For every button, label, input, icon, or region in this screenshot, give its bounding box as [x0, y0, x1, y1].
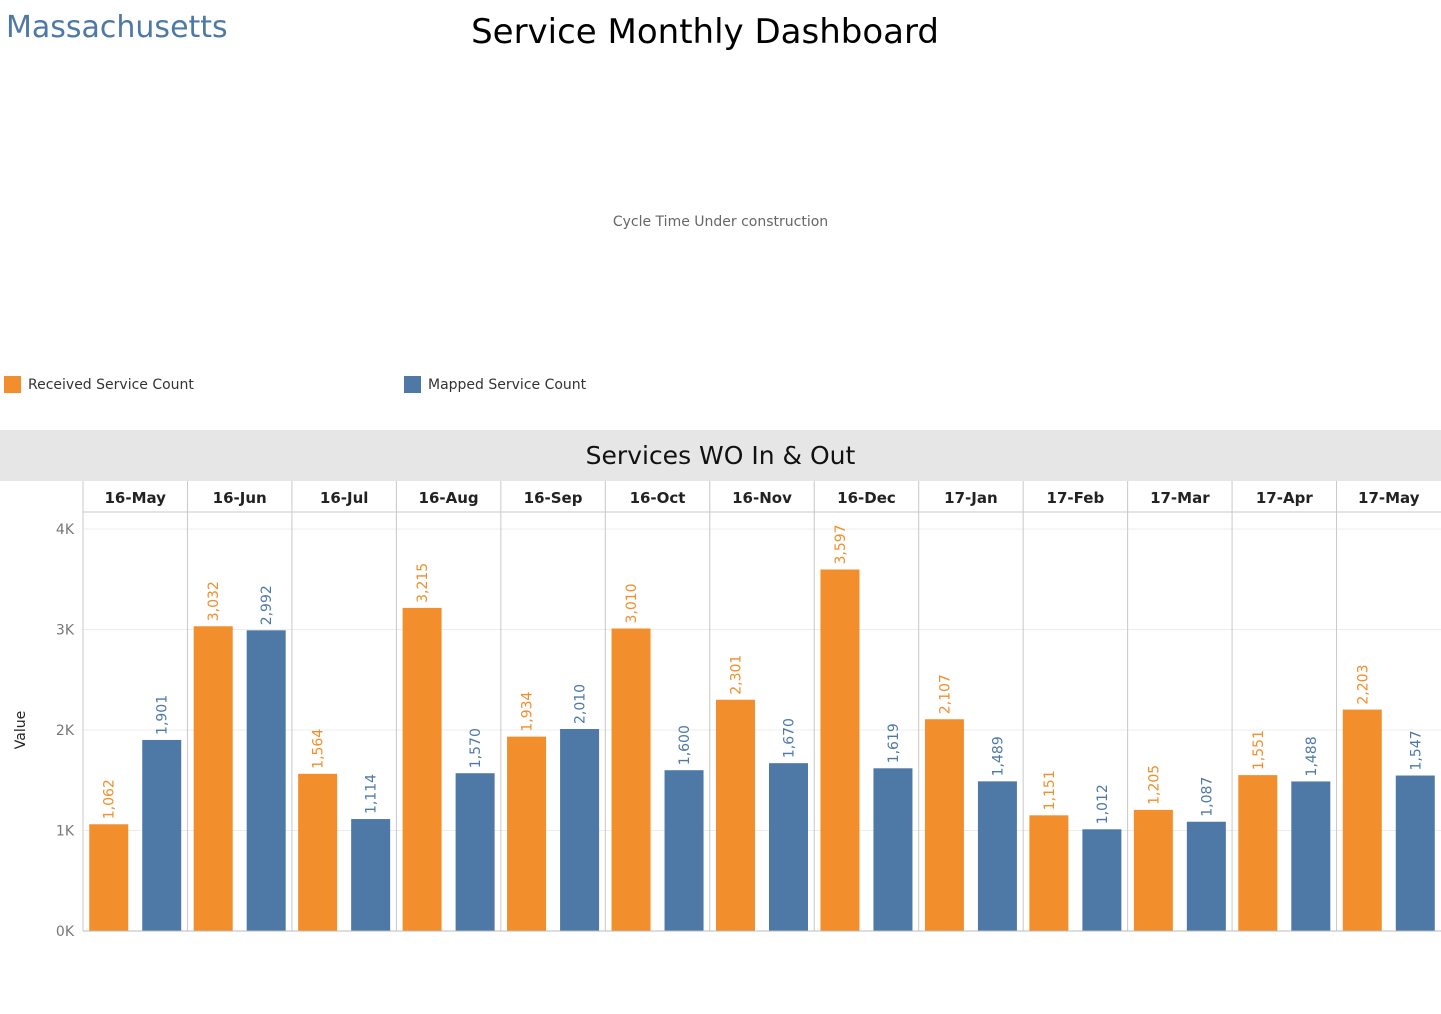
y-tick-label: 3K [56, 623, 75, 639]
data-label-received: 2,203 [1355, 665, 1371, 705]
legend-label-received: Received Service Count [28, 376, 194, 393]
bar-received [89, 824, 129, 931]
region-title: Massachusetts [6, 10, 228, 45]
data-label-mapped: 1,600 [677, 725, 693, 765]
data-label-mapped: 1,547 [1408, 730, 1424, 770]
data-label-received: 3,597 [833, 524, 849, 564]
bar-received [1029, 815, 1069, 931]
bar-mapped [142, 739, 182, 931]
data-label-mapped: 1,670 [782, 718, 798, 758]
legend-swatch-mapped [404, 376, 421, 393]
data-label-received: 1,151 [1042, 770, 1058, 810]
chart-title: Services WO In & Out [585, 441, 856, 470]
bar-mapped [246, 630, 286, 931]
bar-mapped [873, 768, 913, 931]
y-tick-label: 2K [56, 723, 75, 739]
data-label-received: 2,301 [729, 655, 745, 695]
bar-received [611, 628, 651, 931]
legend-swatch-received [4, 376, 21, 393]
data-label-mapped: 1,087 [1199, 777, 1215, 817]
bar-received [507, 736, 547, 931]
data-label-received: 1,062 [102, 779, 118, 819]
bar-received [402, 607, 442, 931]
data-label-mapped: 1,619 [886, 723, 902, 763]
y-tick-label: 4K [56, 522, 75, 538]
bar-chart: 0K 1K 2K 3K 4K Value 16-May 1,062 1,901 16-Jun 3,0… [13, 481, 1441, 940]
category-label: 16-Sep [524, 489, 583, 507]
bar-mapped [769, 763, 808, 931]
category-label: 16-Jul [320, 489, 369, 507]
bar-received [193, 626, 233, 931]
bar-received [924, 719, 964, 931]
data-label-received: 3,010 [624, 583, 640, 623]
data-label-mapped: 2,010 [573, 684, 589, 724]
y-tick-label: 1K [56, 824, 75, 840]
bar-mapped [1186, 821, 1226, 931]
cycle-time-placeholder: Cycle Time Under construction [612, 214, 829, 230]
data-label-mapped: 1,012 [1095, 784, 1111, 824]
y-axis-title: Value [13, 711, 29, 749]
legend-item-mapped[interactable]: Mapped Service Count [404, 376, 586, 393]
data-label-mapped: 1,901 [155, 695, 171, 735]
data-label-received: 3,215 [415, 563, 431, 603]
bar-received [1342, 709, 1382, 931]
category-label: 17-Jan [944, 489, 997, 507]
data-label-mapped: 1,489 [990, 736, 1006, 776]
bar-mapped [455, 773, 495, 931]
data-label-mapped: 1,570 [468, 728, 484, 768]
bar-mapped [351, 819, 391, 931]
bar-mapped [1082, 829, 1122, 931]
bar-received [298, 773, 338, 931]
category-label: 16-Jun [213, 489, 267, 507]
bar-mapped [977, 781, 1017, 931]
bar-received [820, 569, 860, 931]
y-tick-label: 0K [56, 924, 75, 940]
category-label: 16-May [104, 489, 166, 507]
data-label-mapped: 1,488 [1304, 736, 1320, 776]
legend-item-received[interactable]: Received Service Count [4, 376, 194, 393]
data-label-received: 3,032 [206, 581, 222, 621]
data-label-mapped: 1,114 [364, 774, 380, 814]
bar-mapped [560, 728, 600, 931]
chart-title-bar: Services WO In & Out [0, 430, 1441, 481]
data-label-mapped: 2,992 [259, 585, 275, 625]
legend-label-mapped: Mapped Service Count [428, 376, 587, 393]
dashboard-title: Service Monthly Dashboard [471, 12, 939, 52]
bar-mapped [1395, 775, 1435, 931]
category-label: 17-Feb [1047, 489, 1105, 507]
bar-mapped [1291, 781, 1331, 931]
category-label: 16-Dec [837, 489, 896, 507]
bar-received [1133, 809, 1173, 931]
bar-received [1238, 775, 1278, 931]
category-label: 17-Apr [1256, 489, 1313, 507]
data-label-received: 1,205 [1146, 765, 1162, 805]
bar-received [716, 699, 755, 931]
data-label-received: 1,564 [311, 729, 327, 769]
category-label: 16-Oct [630, 489, 686, 507]
data-label-received: 1,934 [520, 691, 536, 731]
category-label: 16-Nov [732, 489, 792, 507]
data-label-received: 2,107 [937, 674, 953, 714]
bar-mapped [664, 770, 704, 931]
data-label-received: 1,551 [1251, 730, 1267, 770]
category-label: 17-Mar [1150, 489, 1210, 507]
category-label: 17-May [1358, 489, 1420, 507]
category-label: 16-Aug [419, 489, 479, 507]
